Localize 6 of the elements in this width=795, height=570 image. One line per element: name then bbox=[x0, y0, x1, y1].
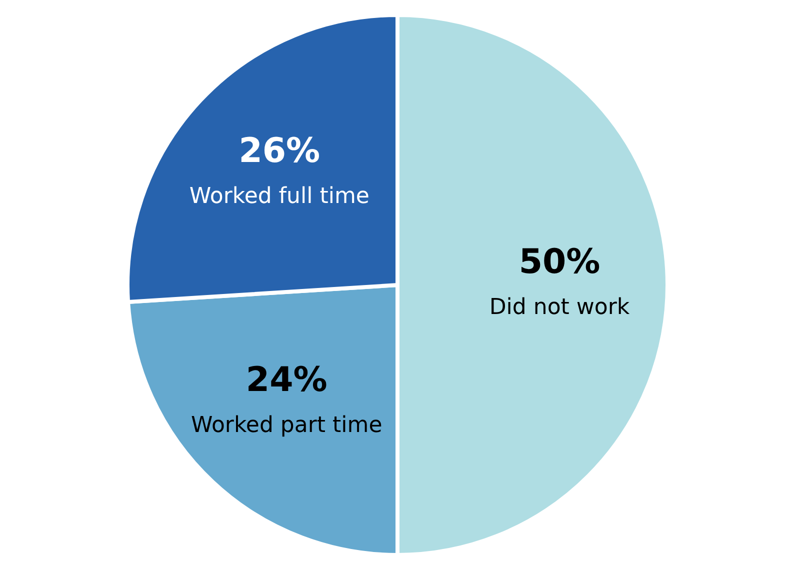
slice-label: Did not work bbox=[489, 295, 630, 320]
slice-label: Worked full time bbox=[189, 184, 370, 210]
slice-label: Worked part time bbox=[190, 413, 382, 438]
data-label: 26% bbox=[238, 131, 320, 172]
data-label: 50% bbox=[518, 242, 600, 282]
data-label: 24% bbox=[246, 360, 328, 400]
